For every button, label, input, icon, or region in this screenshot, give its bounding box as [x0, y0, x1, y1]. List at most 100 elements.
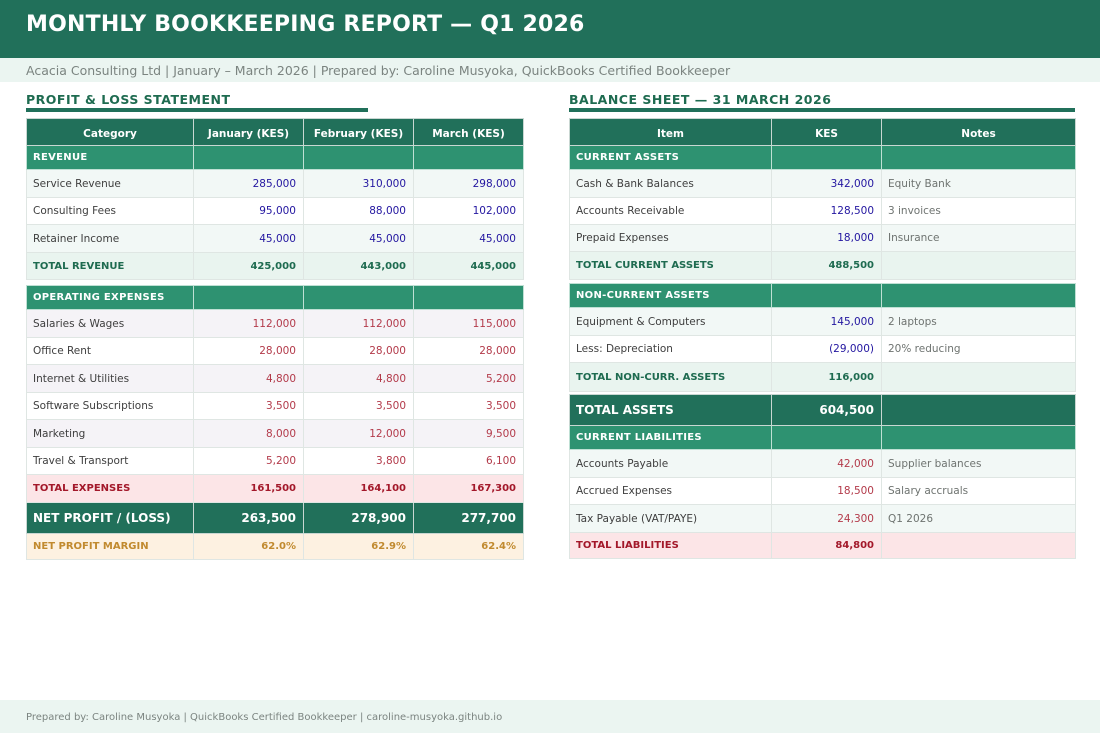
pl-section-title: PROFIT & LOSS STATEMENT: [26, 92, 231, 107]
cell-feb: 164,100: [303, 474, 414, 503]
spacer-row: [26, 279, 524, 286]
row-label: TOTAL CURRENT ASSETS: [569, 251, 772, 280]
cell-mar: 298,000: [413, 169, 524, 198]
cell-value: 145,000: [771, 307, 882, 336]
cell-jan: 263,500: [193, 502, 304, 534]
pl-net-profit-row: NET PROFIT / (LOSS) 263,500 278,900 277,…: [26, 502, 524, 534]
row-label: Consulting Fees: [26, 197, 194, 225]
row-label: Less: Depreciation: [569, 335, 772, 363]
row-label: Marketing: [26, 419, 194, 448]
report-title: MONTHLY BOOKKEEPING REPORT — Q1 2026: [26, 12, 585, 37]
balance-sheet-table: Item KES Notes CURRENT ASSETS Cash & Ban…: [569, 118, 1076, 559]
bs-header-row: Item KES Notes: [569, 118, 1076, 146]
bs-total-liabilities-row: TOTAL LIABILITIES 84,800: [569, 532, 1076, 559]
cell-jan: 28,000: [193, 337, 304, 365]
pl-total-expenses-row: TOTAL EXPENSES 161,500 164,100 167,300: [26, 474, 524, 503]
row-label: Service Revenue: [26, 169, 194, 198]
cell-feb: 310,000: [303, 169, 414, 198]
cell-value: 116,000: [771, 362, 882, 392]
cell-note: 2 laptops: [881, 307, 1076, 336]
cell-value: 18,500: [771, 477, 882, 505]
cell-mar: 6,100: [413, 447, 524, 475]
table-row: Cash & Bank Balances 342,000 Equity Bank: [569, 169, 1076, 198]
cell-mar: 28,000: [413, 337, 524, 365]
row-label: Equipment & Computers: [569, 307, 772, 336]
row-label: Cash & Bank Balances: [569, 169, 772, 198]
cell-mar: 3,500: [413, 392, 524, 420]
table-row: Equipment & Computers 145,000 2 laptops: [569, 307, 1076, 336]
cell-mar: 102,000: [413, 197, 524, 225]
bs-col-item: Item: [569, 118, 772, 146]
cell-jan: 425,000: [193, 252, 304, 280]
cell-mar: 277,700: [413, 502, 524, 534]
cell-note: Insurance: [881, 224, 1076, 252]
cell-mar: 167,300: [413, 474, 524, 503]
cell-value: (29,000): [771, 335, 882, 363]
pl-net-margin-row: NET PROFIT MARGIN 62.0% 62.9% 62.4%: [26, 533, 524, 560]
cell-value: 42,000: [771, 449, 882, 478]
report-subtitle: Acacia Consulting Ltd | January – March …: [26, 63, 731, 78]
table-row: Accrued Expenses 18,500 Salary accruals: [569, 477, 1076, 505]
row-label: TOTAL ASSETS: [569, 394, 772, 426]
table-row: Office Rent 28,000 28,000 28,000: [26, 337, 524, 365]
row-label: NET PROFIT MARGIN: [26, 533, 194, 560]
table-row: Accounts Payable 42,000 Supplier balance…: [569, 449, 1076, 478]
cell-jan: 45,000: [193, 224, 304, 253]
table-row: Salaries & Wages 112,000 112,000 115,000: [26, 309, 524, 338]
table-row: Tax Payable (VAT/PAYE) 24,300 Q1 2026: [569, 504, 1076, 533]
row-label: Accounts Receivable: [569, 197, 772, 225]
cell-jan: 161,500: [193, 474, 304, 503]
bs-section-rule: [569, 108, 1075, 112]
table-row: Marketing 8,000 12,000 9,500: [26, 419, 524, 448]
row-label: TOTAL LIABILITIES: [569, 532, 772, 559]
cell-note: Salary accruals: [881, 477, 1076, 505]
cell-jan: 112,000: [193, 309, 304, 338]
bs-total-current-assets-row: TOTAL CURRENT ASSETS 488,500: [569, 251, 1076, 280]
cell-feb: 88,000: [303, 197, 414, 225]
row-label: Software Subscriptions: [26, 392, 194, 420]
cell-mar: 445,000: [413, 252, 524, 280]
table-row: Software Subscriptions 3,500 3,500 3,500: [26, 392, 524, 420]
row-label: TOTAL NON-CURR. ASSETS: [569, 362, 772, 392]
bs-col-notes: Notes: [881, 118, 1076, 146]
bs-section-title: BALANCE SHEET — 31 MARCH 2026: [569, 92, 832, 107]
report-subtitle-bar: Acacia Consulting Ltd | January – March …: [0, 58, 1100, 82]
cell-feb: 3,800: [303, 447, 414, 475]
cell-value: 342,000: [771, 169, 882, 198]
category-label: CURRENT ASSETS: [569, 145, 772, 170]
pl-category-expenses: OPERATING EXPENSES: [26, 285, 524, 310]
cell-value: 128,500: [771, 197, 882, 225]
cell-jan: 95,000: [193, 197, 304, 225]
cell-mar: 9,500: [413, 419, 524, 448]
cell-feb: 278,900: [303, 502, 414, 534]
bs-category-noncurrent-assets: NON-CURRENT ASSETS: [569, 283, 1076, 308]
cell-value: 604,500: [771, 394, 882, 426]
cell-note: 20% reducing: [881, 335, 1076, 363]
cell-feb: 28,000: [303, 337, 414, 365]
table-row: Retainer Income 45,000 45,000 45,000: [26, 224, 524, 253]
table-row: Less: Depreciation (29,000) 20% reducing: [569, 335, 1076, 363]
row-label: TOTAL EXPENSES: [26, 474, 194, 503]
category-label: CURRENT LIABILITIES: [569, 425, 772, 450]
pl-col-category: Category: [26, 118, 194, 146]
cell-jan: 62.0%: [193, 533, 304, 560]
cell-mar: 62.4%: [413, 533, 524, 560]
cell-note: Supplier balances: [881, 449, 1076, 478]
row-label: TOTAL REVENUE: [26, 252, 194, 280]
cell-jan: 285,000: [193, 169, 304, 198]
category-label: NON-CURRENT ASSETS: [569, 283, 772, 308]
cell-value: 84,800: [771, 532, 882, 559]
cell-jan: 5,200: [193, 447, 304, 475]
profit-loss-table: Category January (KES) February (KES) Ma…: [26, 118, 524, 560]
spacer-row: [569, 279, 1076, 284]
row-label: Office Rent: [26, 337, 194, 365]
row-label: Travel & Transport: [26, 447, 194, 475]
cell-note: Equity Bank: [881, 169, 1076, 198]
cell-feb: 45,000: [303, 224, 414, 253]
table-row: Internet & Utilities 4,800 4,800 5,200: [26, 364, 524, 393]
bs-total-assets-row: TOTAL ASSETS 604,500: [569, 394, 1076, 426]
table-row: Travel & Transport 5,200 3,800 6,100: [26, 447, 524, 475]
report-header: MONTHLY BOOKKEEPING REPORT — Q1 2026: [0, 0, 1100, 58]
cell-mar: 115,000: [413, 309, 524, 338]
row-label: Prepaid Expenses: [569, 224, 772, 252]
